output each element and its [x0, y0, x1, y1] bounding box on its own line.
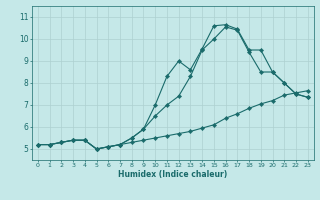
X-axis label: Humidex (Indice chaleur): Humidex (Indice chaleur) — [118, 170, 228, 179]
